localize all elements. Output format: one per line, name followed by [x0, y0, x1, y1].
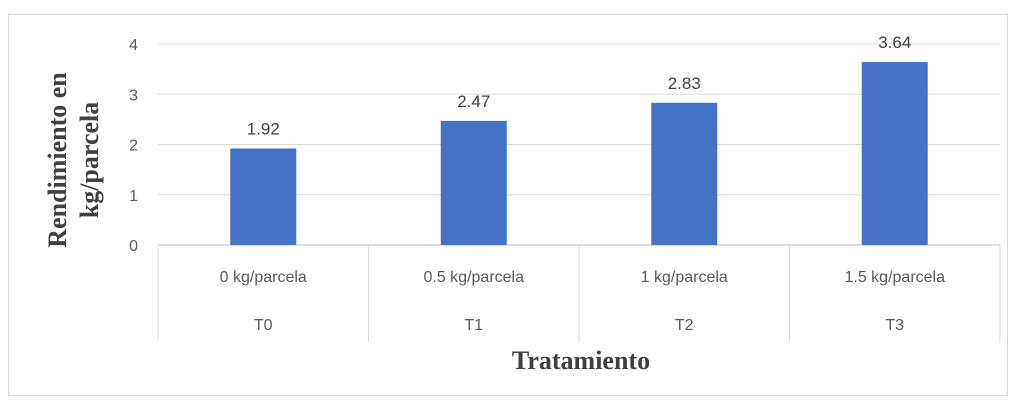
- bar: [440, 120, 507, 245]
- bar: [861, 62, 928, 246]
- data-label: 2.83: [668, 74, 701, 93]
- y-tick-label: 1: [129, 188, 138, 205]
- category-label: 1.5 kg/parcela: [844, 269, 945, 286]
- gridlines: [158, 43, 1000, 196]
- bars: [230, 62, 928, 246]
- chart-frame: [8, 14, 1008, 396]
- y-axis-ticks: 0 1 2 3 4: [129, 37, 138, 255]
- category-labels: 0 kg/parcela T0 0.5 kg/parcela T1 1 kg/parce…: [220, 269, 945, 334]
- x-axis-title: Tratamiento: [512, 346, 650, 375]
- category-label: 0.5 kg/parcela: [423, 269, 524, 286]
- data-labels: 1.92 2.47 2.83 3.64: [247, 33, 912, 138]
- x-axis: [157, 244, 1001, 342]
- y-axis-title-line-2: kg/parcela: [75, 102, 104, 219]
- category-group-label: T3: [885, 317, 904, 334]
- category-label: 0 kg/parcela: [220, 269, 307, 286]
- data-label: 2.47: [457, 92, 490, 111]
- y-axis-title-line-1: Rendimiento en: [43, 72, 72, 248]
- category-group-label: T1: [464, 317, 483, 334]
- y-tick-label: 3: [129, 87, 138, 104]
- data-label: 3.64: [878, 33, 911, 52]
- data-label: 1.92: [247, 120, 280, 139]
- y-tick-label: 2: [129, 138, 138, 155]
- bar: [230, 148, 297, 245]
- y-axis-title: Rendimiento en kg/parcela: [43, 72, 104, 248]
- category-group-label: T2: [675, 317, 694, 334]
- category-label: 1 kg/parcela: [641, 269, 728, 286]
- category-group-label: T0: [254, 317, 273, 334]
- y-tick-label: 0: [129, 238, 138, 255]
- y-tick-label: 4: [129, 37, 138, 54]
- bar: [651, 102, 718, 245]
